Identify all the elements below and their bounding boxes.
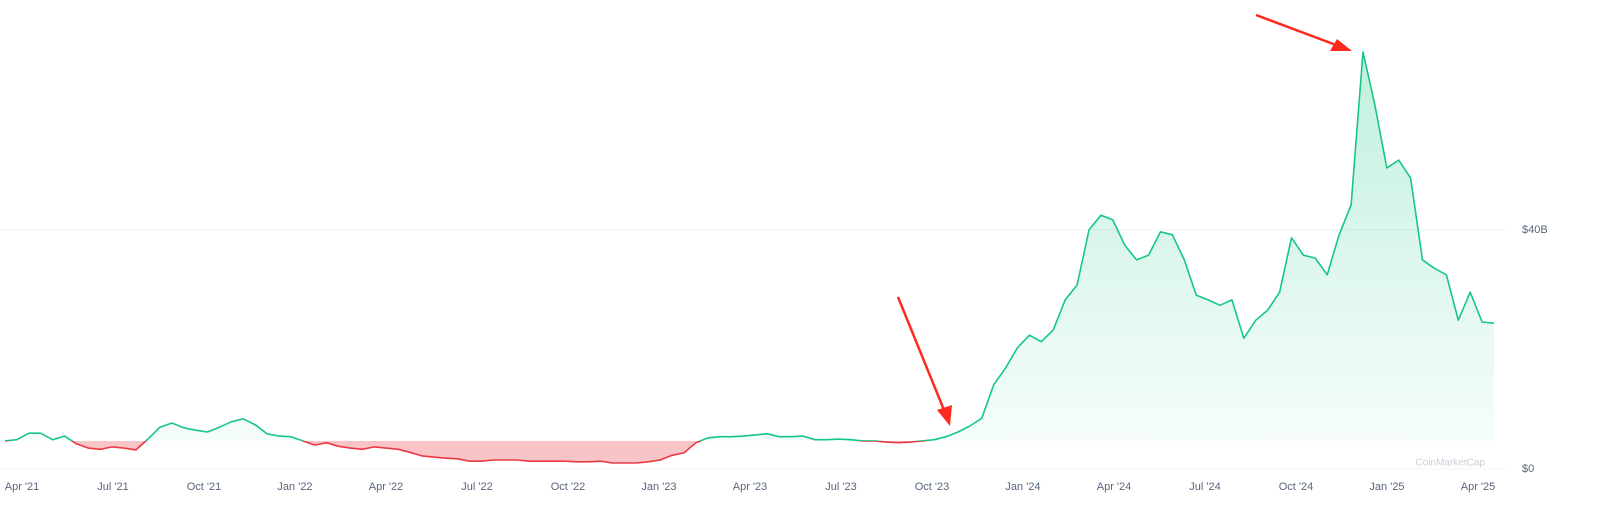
x-tick-label: Oct '22 xyxy=(551,481,586,493)
x-tick-label: Apr '25 xyxy=(1461,481,1496,493)
plot xyxy=(4,51,1495,464)
x-tick-label: Oct '24 xyxy=(1279,481,1314,493)
x-tick-label: Jul '21 xyxy=(97,481,128,493)
grid xyxy=(0,229,1508,470)
area xyxy=(5,52,1494,463)
annotation-arrow xyxy=(896,296,952,426)
x-tick-label: Apr '22 xyxy=(369,481,404,493)
x-tick-label: Apr '21 xyxy=(5,481,40,493)
x-tick-label: Jan '25 xyxy=(1369,481,1404,493)
x-tick-label: Jan '24 xyxy=(1005,481,1040,493)
x-tick-label: Jul '24 xyxy=(1189,481,1220,493)
y-tick-label: $40B xyxy=(1522,224,1548,236)
annotation-arrow xyxy=(1255,13,1352,51)
x-tick-label: Jul '22 xyxy=(461,481,492,493)
x-tick-label: Jan '23 xyxy=(641,481,676,493)
x-tick-label: Apr '23 xyxy=(733,481,768,493)
x-tick-label: Jul '23 xyxy=(825,481,856,493)
x-tick-label: Apr '24 xyxy=(1097,481,1132,493)
y-tick-label: $0 xyxy=(1522,463,1534,475)
x-tick-label: Oct '23 xyxy=(915,481,950,493)
watermark: CoinMarketCap xyxy=(1416,458,1486,469)
x-tick-label: Jan '22 xyxy=(277,481,312,493)
line xyxy=(4,51,1495,464)
x-tick-label: Oct '21 xyxy=(187,481,222,493)
